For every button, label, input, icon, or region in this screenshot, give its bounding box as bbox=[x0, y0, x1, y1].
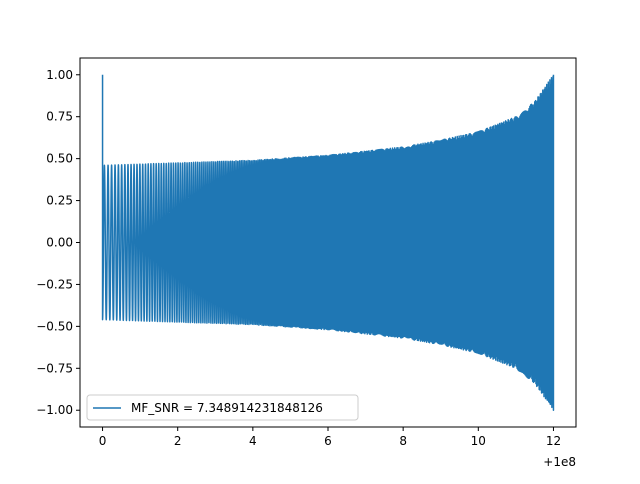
x-tick-label: 12 bbox=[546, 434, 561, 448]
x-tick-label: 6 bbox=[324, 434, 332, 448]
x-tick-label: 4 bbox=[249, 434, 257, 448]
x-tick-label: 10 bbox=[471, 434, 486, 448]
legend: MF_SNR = 7.348914231848126 bbox=[86, 394, 359, 421]
y-tick-label: −0.50 bbox=[36, 319, 73, 333]
y-tick-label: 0.75 bbox=[46, 110, 73, 124]
x-tick-label: 2 bbox=[174, 434, 182, 448]
y-tick-label: 0.25 bbox=[46, 194, 73, 208]
y-tick-label: 0.50 bbox=[46, 152, 73, 166]
x-tick-label: 8 bbox=[399, 434, 407, 448]
legend-box bbox=[86, 394, 359, 421]
y-tick-label: 1.00 bbox=[46, 68, 73, 82]
waveform-series-line bbox=[101, 74, 555, 411]
y-axis: 1.00 0.75 0.50 0.25 0.00 −0.25 −0.50 −0.75 −1.00 bbox=[36, 68, 80, 417]
x-tick-label: 0 bbox=[99, 434, 107, 448]
y-tick-label: 0.00 bbox=[46, 236, 73, 250]
legend-series-label: MF_SNR = 7.348914231848126 bbox=[131, 401, 323, 415]
y-tick-label: −1.00 bbox=[36, 403, 73, 417]
plot-area bbox=[101, 74, 555, 411]
y-tick-label: −0.75 bbox=[36, 361, 73, 375]
y-tick-label: −0.25 bbox=[36, 277, 73, 291]
x-axis-offset-label: +1e8 bbox=[543, 455, 576, 469]
x-axis: 0 2 4 6 8 10 12 bbox=[99, 427, 561, 448]
